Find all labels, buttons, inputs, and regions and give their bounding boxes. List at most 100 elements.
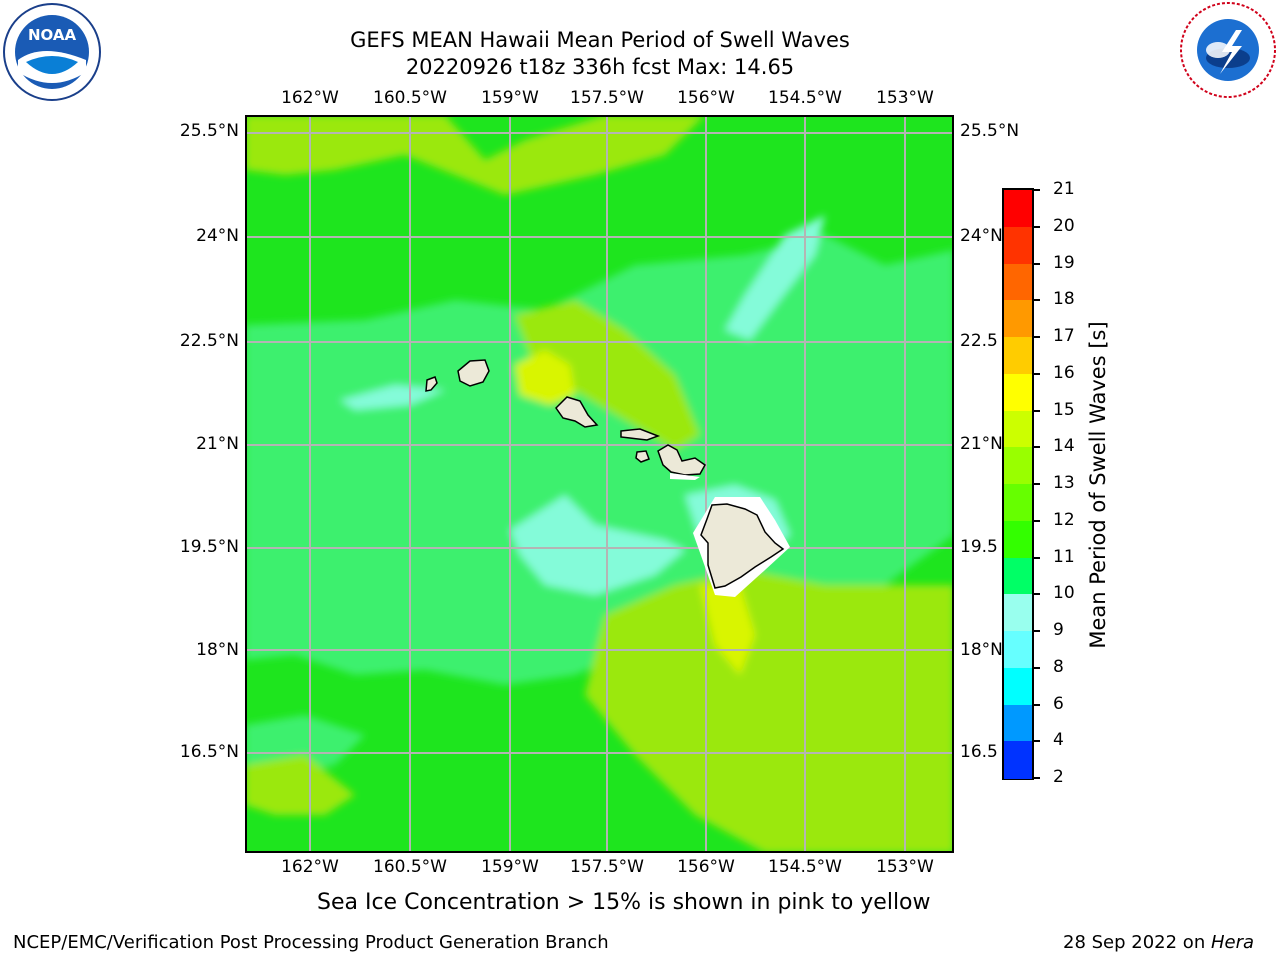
colorbar-tick-mark [1034, 299, 1040, 302]
noaa-logo-text: NOAA [28, 26, 77, 44]
colorbar-tick-label: 12 [1053, 509, 1075, 530]
lat-tick-left: 21°N [196, 434, 239, 454]
lat-tick-left: 22.5°N [179, 331, 239, 351]
footer-branch: NCEP/EMC/Verification Post Processing Pr… [13, 932, 609, 953]
colorbar-swatch [1004, 704, 1032, 742]
lat-tick-left: 18°N [196, 640, 239, 660]
colorbar-tick-mark [1034, 777, 1040, 779]
colorbar-swatch [1004, 520, 1032, 558]
lat-tick-right: 19.5 [960, 537, 998, 557]
colorbar-swatches [1004, 190, 1032, 779]
colorbar-tick-mark [1034, 483, 1040, 485]
lon-tick-top: 162°W [281, 88, 339, 108]
colorbar [1002, 188, 1034, 780]
chart-title-line1: GEFS MEAN Hawaii Mean Period of Swell Wa… [350, 28, 850, 52]
colorbar-tick-label: 13 [1053, 473, 1075, 493]
colorbar-tick-mark [1034, 593, 1040, 596]
colorbar-swatch [1004, 484, 1032, 522]
colorbar-label: Mean Period of Swell Waves [s] [1086, 321, 1110, 649]
lon-tick-bottom: 162°W [281, 857, 339, 877]
colorbar-tick-mark [1034, 630, 1040, 632]
footer-date-text: 28 Sep 2022 on [1063, 932, 1211, 953]
lon-tick-bottom: 153°W [876, 857, 934, 877]
colorbar-swatch [1004, 263, 1032, 301]
colorbar-tick-label: 4 [1053, 730, 1064, 751]
aqua-zone-northeast [725, 215, 825, 340]
colorbar-tick-mark [1034, 703, 1040, 706]
map-frame [245, 115, 954, 853]
lon-tick-top: 153°W [876, 88, 934, 108]
colorbar-tick-label: 17 [1053, 326, 1075, 346]
maui-white-halo [670, 473, 700, 480]
colorbar-tick-mark [1034, 666, 1040, 669]
noaa-logo: NOAA [2, 2, 102, 102]
lon-tick-bottom: 156°W [677, 857, 735, 877]
lon-tick-top: 157.5°W [570, 88, 644, 108]
colorbar-tick-mark [1034, 519, 1040, 522]
light-green-zone [245, 235, 954, 685]
hawaii-big-island [700, 503, 785, 589]
colorbar-tick-mark [1034, 336, 1040, 338]
lon-tick-top: 159°W [481, 88, 539, 108]
colorbar-tick-mark [1034, 372, 1040, 375]
colorbar-swatch [1004, 300, 1032, 338]
colorbar-swatch [1004, 667, 1032, 705]
colorbar-tick-label: 11 [1053, 546, 1075, 567]
colorbar-swatch [1004, 631, 1032, 669]
colorbar-tick-label: 20 [1053, 215, 1075, 236]
lon-tick-bottom: 154.5°W [768, 857, 842, 877]
colorbar-swatch [1004, 557, 1032, 595]
lat-tick-right: 22.5 [960, 331, 998, 351]
noaa-logo-icon: NOAA [3, 3, 101, 101]
colorbar-tick-mark [1034, 225, 1040, 228]
colorbar-swatch [1004, 373, 1032, 411]
colorbar-tick-mark [1034, 446, 1040, 449]
colorbar-tick-label: 2 [1053, 767, 1064, 787]
lon-tick-top: 154.5°W [768, 88, 842, 108]
hawaiian-islands [425, 359, 790, 597]
nws-logo [1178, 0, 1278, 100]
lon-tick-bottom: 157.5°W [570, 857, 644, 877]
nws-logo-icon [1180, 2, 1276, 98]
colorbar-tick-mark [1034, 409, 1040, 412]
lanai-island [635, 450, 650, 463]
yellow-green-zone-south [585, 570, 954, 853]
colorbar-tick-mark [1034, 740, 1040, 743]
footer-machine: Hera [1210, 932, 1254, 953]
colorbar-tick-mark [1034, 262, 1040, 265]
colorbar-tick-label: 15 [1053, 399, 1075, 420]
lat-tick-right: 18°N [960, 640, 1003, 660]
colorbar-tick-label: 9 [1053, 620, 1064, 640]
swell-period-map [245, 115, 954, 853]
yellow-zone-central [515, 350, 575, 405]
graticule [245, 115, 954, 853]
lat-tick-left: 16.5°N [179, 742, 239, 762]
niihau-island [425, 376, 438, 392]
colorbar-swatch [1004, 190, 1032, 228]
lat-tick-left: 25.5°N [179, 121, 239, 141]
oahu-island [555, 396, 599, 428]
lat-tick-right: 24°N [960, 226, 1003, 246]
lat-tick-right: 21°N [960, 434, 1003, 454]
lon-tick-top: 156°W [677, 88, 735, 108]
yellow-zone-south [700, 585, 755, 675]
yellow-green-zone-west [245, 755, 355, 815]
colorbar-tick-mark [1034, 556, 1040, 559]
aqua-zone-southwest [510, 495, 685, 595]
colorbar-swatch [1004, 337, 1032, 375]
colorbar-swatch [1004, 447, 1032, 485]
colorbar-tick-label: 8 [1053, 656, 1064, 677]
colorbar-tick-label: 21 [1053, 179, 1075, 199]
colorbar-swatch [1004, 741, 1032, 779]
colorbar-tick-label: 16 [1053, 362, 1075, 383]
yellow-green-zone-north [245, 115, 705, 195]
colorbar-tick-label: 6 [1053, 693, 1064, 714]
footer-date: 28 Sep 2022 on Hera [1063, 932, 1254, 953]
colorbar-tick-label: 18 [1053, 289, 1075, 310]
maui-island [657, 444, 706, 476]
colorbar-swatch [1004, 594, 1032, 632]
lat-tick-left: 24°N [196, 226, 239, 246]
aqua-zone-channel [340, 385, 445, 410]
lat-tick-left: 19.5°N [179, 537, 239, 557]
colorbar-tick-label: 10 [1053, 583, 1075, 604]
